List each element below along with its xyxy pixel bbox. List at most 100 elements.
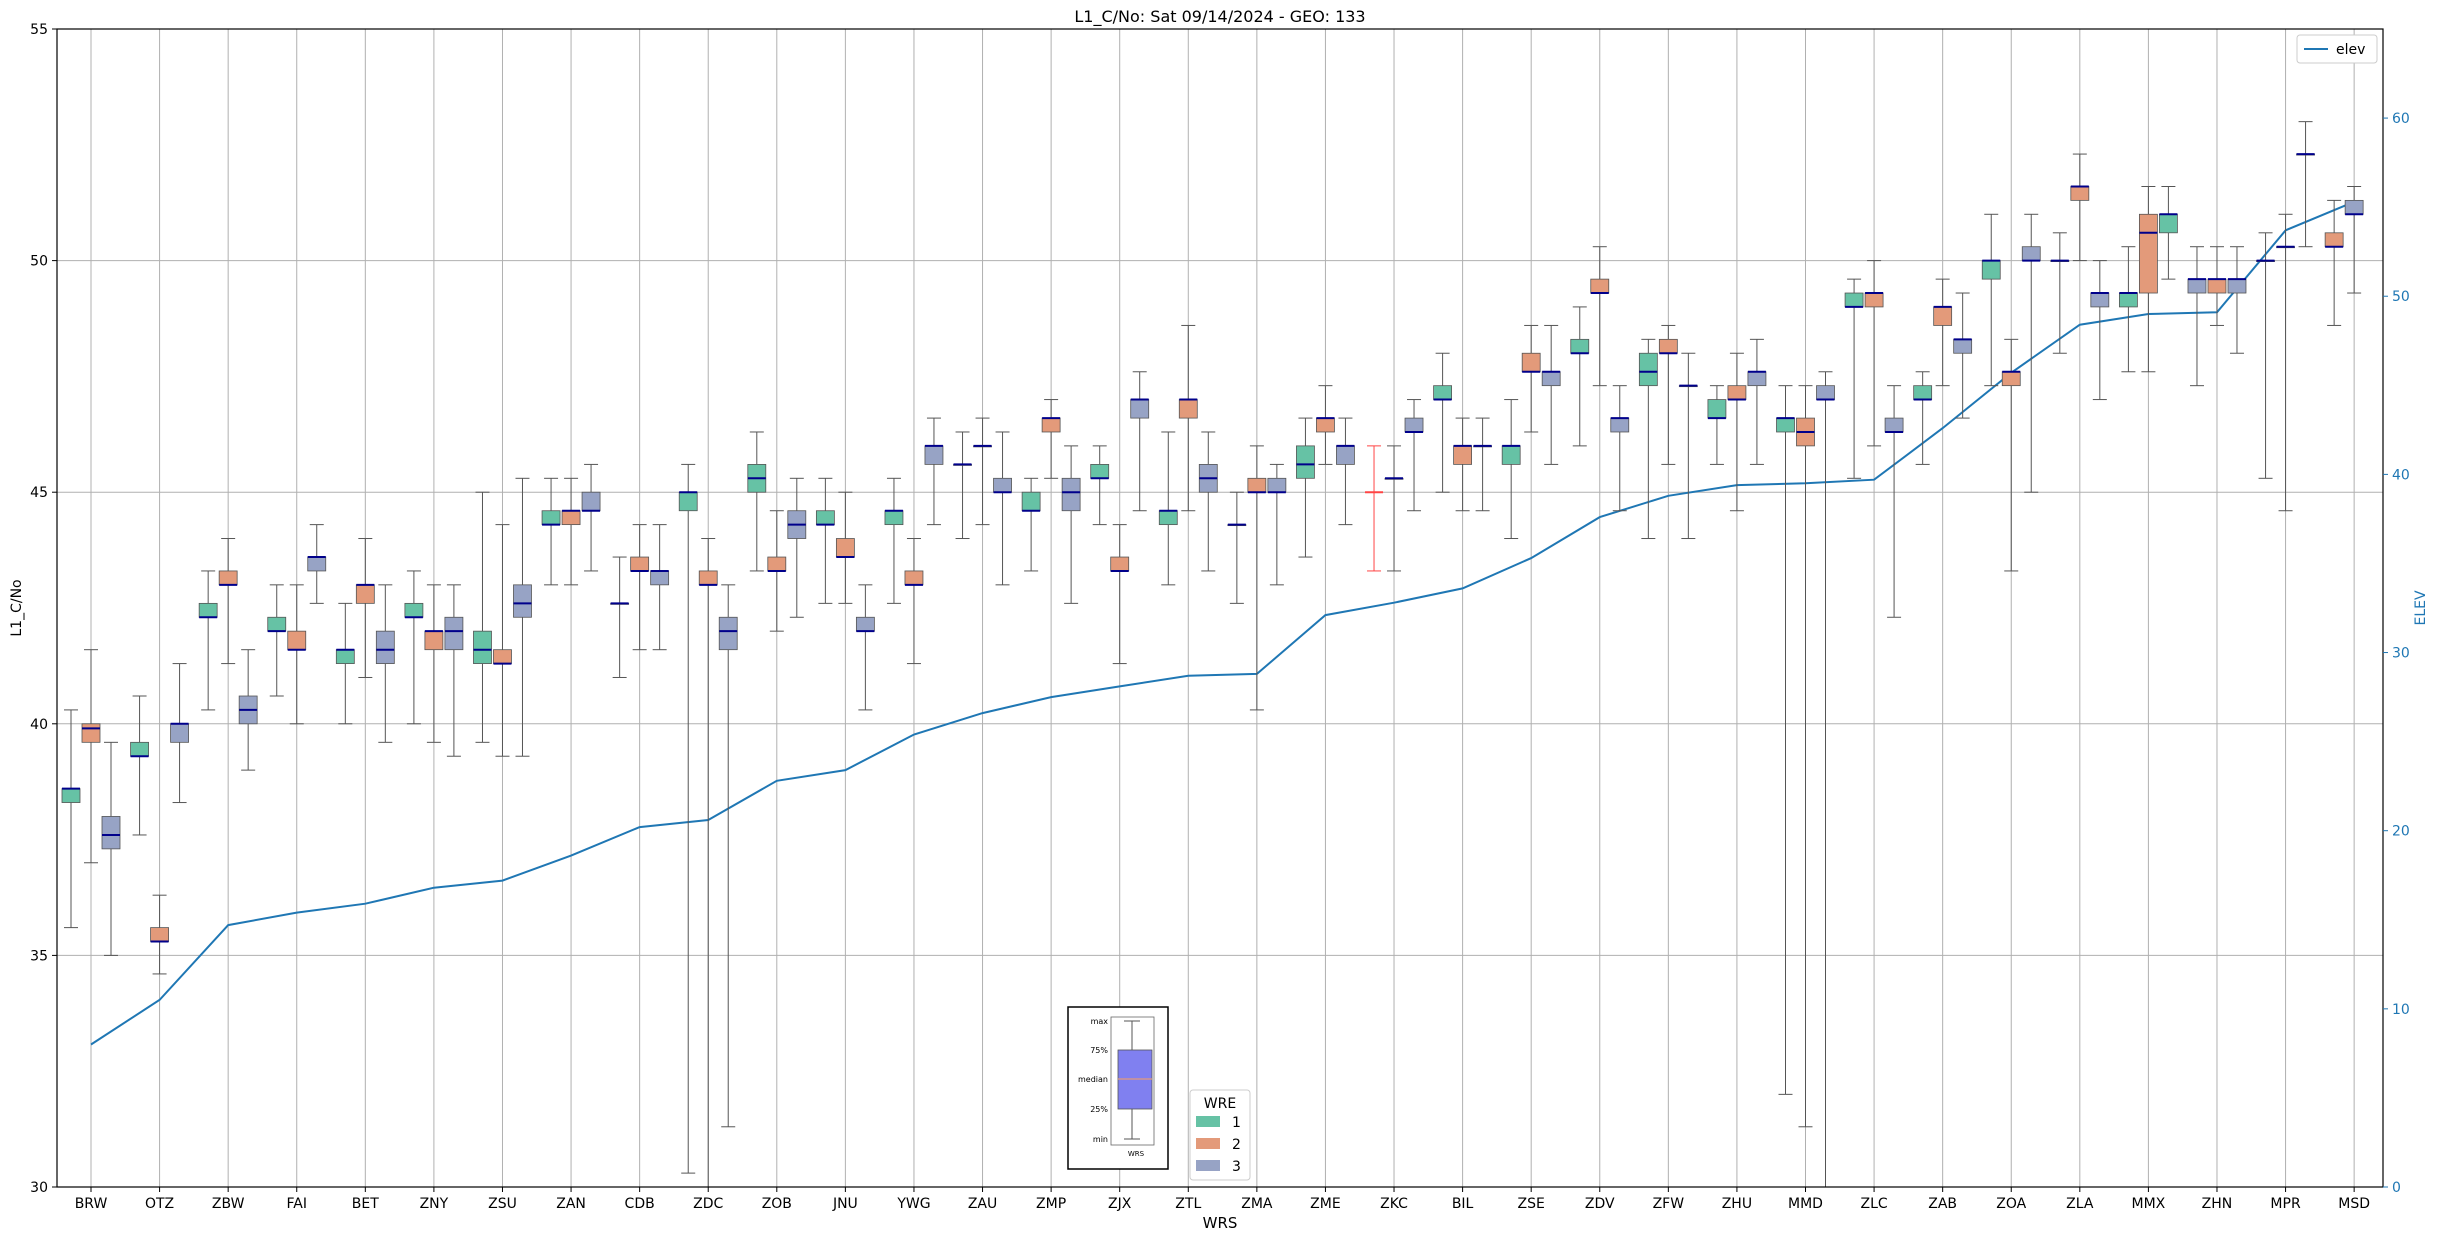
x-tick-label-fai: FAI bbox=[286, 1196, 306, 1212]
box-zan-3 bbox=[581, 463, 601, 572]
box-bet-2 bbox=[355, 538, 375, 678]
box-zab-2 bbox=[1933, 278, 1953, 387]
chart-title: L1_C/No: Sat 09/14/2024 - GEO: 133 bbox=[1074, 7, 1365, 27]
wre-legend-title: WRE bbox=[1204, 1096, 1236, 1112]
box-body bbox=[513, 584, 532, 618]
box-mpr-2 bbox=[2276, 213, 2295, 512]
box-body bbox=[1158, 510, 1178, 526]
box-mpr-3 bbox=[2296, 121, 2315, 248]
box-zlc-2 bbox=[1864, 260, 1884, 447]
box-body bbox=[581, 491, 601, 512]
x-tick-label-mpr: MPR bbox=[2270, 1196, 2301, 1212]
box-body bbox=[698, 570, 718, 586]
x-tick-label-zme: ZME bbox=[1310, 1196, 1341, 1212]
box-cdb-1 bbox=[610, 556, 630, 678]
x-tick-label-zhu: ZHU bbox=[1722, 1196, 1752, 1212]
wre-legend-label-1: 1 bbox=[1232, 1115, 1241, 1131]
box-body bbox=[993, 477, 1012, 493]
x-tick-label-zhn: ZHN bbox=[2202, 1196, 2233, 1212]
box-cdb-3 bbox=[650, 524, 670, 651]
x-tick-label-zjx: ZJX bbox=[1108, 1196, 1132, 1212]
x-tick-label-otz: OTZ bbox=[145, 1196, 174, 1212]
box-zla-3 bbox=[2090, 260, 2110, 401]
box-bil-1 bbox=[1433, 352, 1452, 493]
box-zny-3 bbox=[444, 584, 464, 757]
box-mmd-2 bbox=[1796, 385, 1815, 1128]
box-body bbox=[218, 570, 238, 586]
box-body bbox=[1884, 417, 1904, 433]
box-fai-3 bbox=[307, 524, 327, 604]
box-body bbox=[1864, 292, 1884, 308]
box-zla-1 bbox=[2050, 232, 2070, 354]
x-tick-label-ztl: ZTL bbox=[1175, 1196, 1201, 1212]
box-mpr-1 bbox=[2256, 232, 2275, 479]
box-body bbox=[267, 616, 287, 632]
box-zdc-2 bbox=[698, 538, 718, 1188]
box-body bbox=[2158, 213, 2178, 234]
box-body bbox=[1658, 338, 1678, 354]
box-body bbox=[2227, 278, 2247, 294]
wre-legend: WRE 1 2 3 bbox=[1189, 1089, 1251, 1181]
y2-tick-labels: 0 10 20 30 40 50 60 bbox=[2383, 111, 2410, 1196]
box-body bbox=[718, 616, 738, 651]
box-zoa-3 bbox=[2021, 213, 2041, 493]
box-body bbox=[1021, 491, 1041, 512]
x-tick-label-zla: ZLA bbox=[2066, 1196, 2094, 1212]
y-tick-label: 50 bbox=[30, 254, 48, 270]
box-fai-1 bbox=[267, 584, 287, 697]
box-body bbox=[904, 570, 924, 586]
box-brw-3 bbox=[101, 741, 121, 956]
x-tick-label-zan: ZAN bbox=[556, 1196, 586, 1212]
x-tick-label-zdc: ZDC bbox=[693, 1196, 723, 1212]
box-body bbox=[375, 630, 395, 664]
box-zlc-3 bbox=[1884, 385, 1904, 618]
x-tick-label-bil: BIL bbox=[1452, 1196, 1474, 1212]
box-zma-1 bbox=[1227, 491, 1247, 604]
x-axis-label: WRS bbox=[1203, 1214, 1238, 1232]
box-body bbox=[1727, 385, 1747, 400]
x-tick-label-zfw: ZFW bbox=[1653, 1196, 1685, 1212]
box-zsu-1 bbox=[473, 491, 492, 743]
box-body bbox=[1178, 399, 1198, 419]
box-zlc-1 bbox=[1844, 278, 1864, 479]
box-body bbox=[2118, 292, 2138, 308]
box-body bbox=[1061, 477, 1081, 512]
box-body bbox=[2324, 232, 2344, 248]
box-mmx-1 bbox=[2118, 246, 2138, 373]
x-tick-label-zlc: ZLC bbox=[1860, 1196, 1887, 1212]
y2-tick-label: 60 bbox=[2392, 111, 2410, 127]
x-tick-label-bet: BET bbox=[352, 1196, 379, 1212]
box-body bbox=[2021, 246, 2041, 261]
box-body bbox=[1316, 417, 1335, 433]
box-body bbox=[287, 630, 307, 651]
box-zkc-3 bbox=[1404, 399, 1424, 512]
y2-tick-label: 50 bbox=[2392, 289, 2410, 305]
box-body bbox=[81, 723, 101, 743]
plot-frame bbox=[56, 28, 2384, 1188]
x-tick-label-zsu: ZSU bbox=[488, 1196, 517, 1212]
box-body bbox=[855, 616, 875, 632]
box-mmd-1 bbox=[1776, 385, 1795, 1095]
box-body bbox=[2001, 371, 2021, 387]
box-body bbox=[1453, 445, 1472, 465]
box-zob-2 bbox=[767, 510, 787, 632]
box-zhu-1 bbox=[1707, 385, 1727, 465]
box-body bbox=[1521, 352, 1541, 373]
box-body bbox=[1638, 352, 1658, 387]
box-body bbox=[561, 510, 581, 526]
box-ztl-2 bbox=[1178, 324, 1198, 512]
box-body bbox=[101, 816, 121, 850]
box-jnu-3 bbox=[855, 584, 875, 711]
box-body bbox=[1981, 260, 2001, 280]
key-label-min: min bbox=[1093, 1135, 1108, 1144]
key-label-wrs: WRS bbox=[1128, 1150, 1145, 1158]
box-ywg-2 bbox=[904, 538, 924, 665]
box-zmp-3 bbox=[1061, 445, 1081, 604]
x-tick-label-zbw: ZBW bbox=[212, 1196, 245, 1212]
box-body bbox=[1130, 399, 1150, 419]
x-tick-label-ywg: YWG bbox=[896, 1196, 930, 1212]
elev-legend: elev bbox=[2296, 34, 2378, 64]
x-tick-label-zdv: ZDV bbox=[1585, 1196, 1615, 1212]
box-zau-1 bbox=[953, 431, 972, 540]
x-tick-label-zau: ZAU bbox=[968, 1196, 997, 1212]
